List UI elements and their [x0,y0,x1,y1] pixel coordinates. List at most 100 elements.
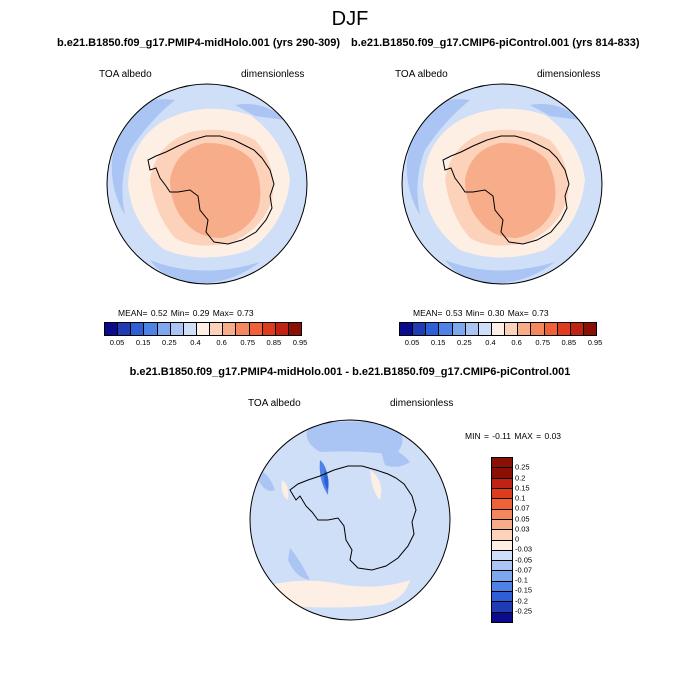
colorbar-swatch [156,323,170,335]
colorbar-swatch [490,323,505,335]
colorbar-swatch [492,518,512,530]
diff-units-label: dimensionless [390,398,454,409]
colorbar-swatch [274,323,288,335]
colorbar-tick-label: -0.05 [515,555,533,564]
colorbar-swatch [492,487,512,499]
colorbar-swatch [105,323,118,335]
colorbar-swatch [492,549,512,561]
panel-right-stats: MEAN= 0.53 Min= 0.30 Max= 0.73 [413,308,549,318]
colorbar-swatch [143,323,157,335]
colorbar-swatch [287,323,302,335]
colorbar-swatch [556,323,570,335]
colorbar-swatch [248,323,262,335]
colorbar-swatch [492,477,512,488]
positive-anomaly-region [260,580,410,608]
colorbar-right [399,322,597,336]
colorbar-left-ticks: 0.05 0.15 0.25 0.4 0.6 0.75 0.85 0.95 [0,338,700,350]
colorbar-swatch [492,591,512,602]
colorbar-tick-label: 0.4 [485,338,496,347]
colorbar-tick-label: -0.15 [515,585,533,595]
colorbar-swatch [235,323,249,335]
colorbar-tick-label: -0.25 [515,606,533,616]
low-albedo-region [406,99,470,215]
colorbar-swatch [477,323,491,335]
colorbar-tick-label: -0.1 [515,575,528,585]
colorbar-swatch [517,323,531,335]
panel-right-run-title: b.e21.B1850.f09_g17.CMIP6-piControl.001 … [351,37,640,49]
season-title: DJF [331,8,369,30]
low-albedo-region [111,99,175,215]
colorbar-swatch [530,323,544,335]
colorbar-swatch [504,323,518,335]
high-albedo-region [170,142,261,238]
colorbar-swatch [492,467,512,478]
colorbar-tick-label: 0.95 [587,338,603,347]
map-border [249,419,451,621]
colorbar-tick-label: 0.1 [515,493,526,503]
difference-title: b.e21.B1850.f09_g17.PMIP4-midHolo.001 - … [129,366,571,378]
colorbar-swatch [492,529,512,540]
colorbar-swatch [569,323,583,335]
colorbar-tick-label: -0.07 [515,565,533,575]
colorbar-swatch [209,323,223,335]
colorbar-swatch [400,323,413,335]
colorbar-tick-label: 0.85 [561,338,577,347]
colorbar-tick-label: 0.4 [190,338,201,347]
colorbar-tick-label: 0.95 [292,338,308,347]
colorbar-tick-label: 0.85 [266,338,282,347]
colorbar-difference [491,457,513,623]
colorbar-tick-label: 0.15 [430,338,446,347]
colorbar-left [104,322,302,336]
colorbar-swatch [582,323,597,335]
colorbar-swatch [464,323,478,335]
colorbar-swatch [492,570,512,581]
colorbar-swatch [492,601,512,612]
colorbar-tick-label: 0.15 [515,483,530,493]
colorbar-swatch [451,323,465,335]
negative-anomaly-region [306,421,403,455]
colorbar-swatch [222,323,236,335]
map-border [106,83,308,285]
colorbar-tick-label: 0.6 [511,338,522,347]
colorbar-swatch [492,498,512,509]
colorbar-right-ticks: 0.05 0.15 0.25 0.4 0.6 0.75 0.85 0.95 [0,338,700,350]
colorbar-swatch [182,323,196,335]
colorbar-tick-label: -0.03 [515,544,533,554]
colorbar-swatch [169,323,183,335]
panel-left-stats: MEAN= 0.52 Min= 0.29 Max= 0.73 [118,308,254,318]
colorbar-tick-label: 0.05 [404,338,420,347]
colorbar-tick-label: 0.05 [515,514,530,523]
panel-left-variable-label: TOA albedo [99,69,152,80]
colorbar-swatch [195,323,210,335]
colorbar-tick-label: 0.2 [515,473,526,482]
colorbar-swatch [492,560,512,571]
map-border [401,83,603,285]
colorbar-swatch [492,458,512,468]
colorbar-swatch [117,323,131,335]
coastline [289,465,417,571]
colorbar-tick-label: 0.03 [515,524,530,534]
panel-right-units-label: dimensionless [537,69,601,80]
colorbar-swatch [492,580,512,592]
colorbar-tick-label: 0.75 [535,338,551,347]
panel-left-run-title: b.e21.B1850.f09_g17.PMIP4-midHolo.001 (y… [57,37,341,49]
colorbar-tick-label: 0.07 [515,503,530,513]
colorbar-swatch [261,323,275,335]
colorbar-tick-label: 0.25 [162,338,177,347]
colorbar-swatch [130,323,144,335]
panel-left-units-label: dimensionless [241,69,305,80]
colorbar-swatch [425,323,439,335]
colorbar-tick-label: 0.15 [135,338,151,347]
diff-variable-label: TOA albedo [248,398,301,409]
panel-right-variable-label: TOA albedo [395,69,448,80]
colorbar-swatch [412,323,426,335]
colorbar-swatch [492,508,512,519]
colorbar-tick-label: 0.6 [216,338,227,347]
coastline [147,135,275,245]
coastline [442,135,570,245]
colorbar-tick-label: 0.25 [457,338,472,347]
colorbar-tick-label: -0.2 [515,596,528,605]
colorbar-tick-label: 0.05 [109,338,125,347]
